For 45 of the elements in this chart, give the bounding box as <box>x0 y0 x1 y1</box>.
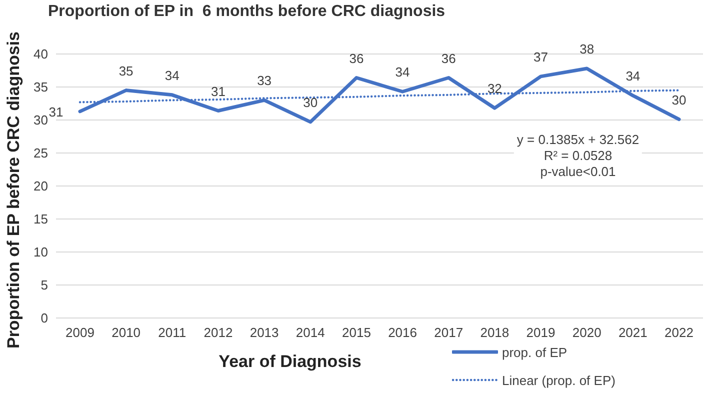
annotation: p-value<0.01 <box>539 164 617 180</box>
data-label: 31 <box>210 84 226 99</box>
annotation: R² = 0.0528 <box>542 148 614 164</box>
x-tick-label: 2011 <box>158 325 186 340</box>
data-label: 34 <box>395 64 410 80</box>
x-axis-title: Year of Diagnosis <box>218 352 362 372</box>
x-tick-label: 2021 <box>618 325 648 340</box>
x-tick-label: 2014 <box>296 325 325 340</box>
y-tick-label: 30 <box>34 112 48 128</box>
y-tick-label: 5 <box>40 278 48 293</box>
legend-label: Linear (prop. of EP) <box>502 372 616 388</box>
annotation: y = 0.1385x + 32.562 <box>516 132 640 148</box>
data-label: 34 <box>626 68 640 84</box>
legend-label: prop. of EP <box>502 344 568 360</box>
data-label: 37 <box>534 49 548 64</box>
x-tick-label: 2009 <box>66 325 94 340</box>
data-label: 30 <box>303 94 318 110</box>
x-tick-label: 2013 <box>250 325 279 340</box>
y-tick-label: 35 <box>34 80 48 95</box>
y-tick-label: 15 <box>34 212 48 227</box>
x-tick-label: 2012 <box>204 325 233 340</box>
chart-title: Proportion of EP in 6 months before CRC diagnosis <box>48 3 446 21</box>
y-axis-title: Proportion of EP before CRC diagnosis <box>4 31 24 349</box>
x-tick-label: 2019 <box>526 325 556 340</box>
y-tick-label: 40 <box>34 46 48 62</box>
x-tick-label: 2017 <box>434 325 464 340</box>
x-tick-label: 2018 <box>480 325 510 340</box>
x-tick-label: 2015 <box>342 325 371 340</box>
y-tick-label: 25 <box>34 146 48 161</box>
data-label: 36 <box>349 50 364 66</box>
data-label: 33 <box>257 73 272 88</box>
x-tick-label: 2010 <box>112 325 141 340</box>
y-tick-label: 0 <box>40 310 48 326</box>
data-label: 30 <box>672 92 686 108</box>
y-tick-label: 20 <box>34 178 48 194</box>
data-label: 38 <box>580 42 594 57</box>
x-tick-label: 2016 <box>388 325 417 340</box>
data-label: 32 <box>487 81 502 96</box>
data-label: 31 <box>48 104 64 120</box>
x-tick-label: 2020 <box>572 325 602 340</box>
data-label: 36 <box>441 50 456 66</box>
x-tick-label: 2022 <box>664 325 694 340</box>
data-label: 34 <box>164 68 180 83</box>
data-label: 35 <box>118 63 134 78</box>
y-tick-label: 10 <box>34 244 48 260</box>
